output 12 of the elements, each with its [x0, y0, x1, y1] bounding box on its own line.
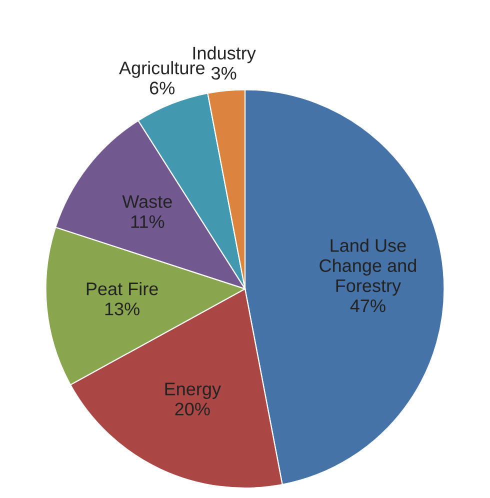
slice-label: Industry [193, 46, 256, 64]
data-label: 6% [150, 82, 175, 94]
slice-label: Waste [122, 195, 172, 208]
data-label: 20% [175, 402, 210, 416]
slice-label: Agriculture [119, 61, 204, 78]
slice-label: Energy [165, 382, 221, 399]
slice-label: Land Use Change and Forestry [320, 238, 416, 296]
data-label: 11% [131, 215, 164, 228]
slice-label: Peat Fire [86, 282, 158, 296]
data-label: 13% [105, 302, 140, 316]
data-label: 3% [211, 66, 236, 80]
data-label: 47% [350, 300, 386, 312]
